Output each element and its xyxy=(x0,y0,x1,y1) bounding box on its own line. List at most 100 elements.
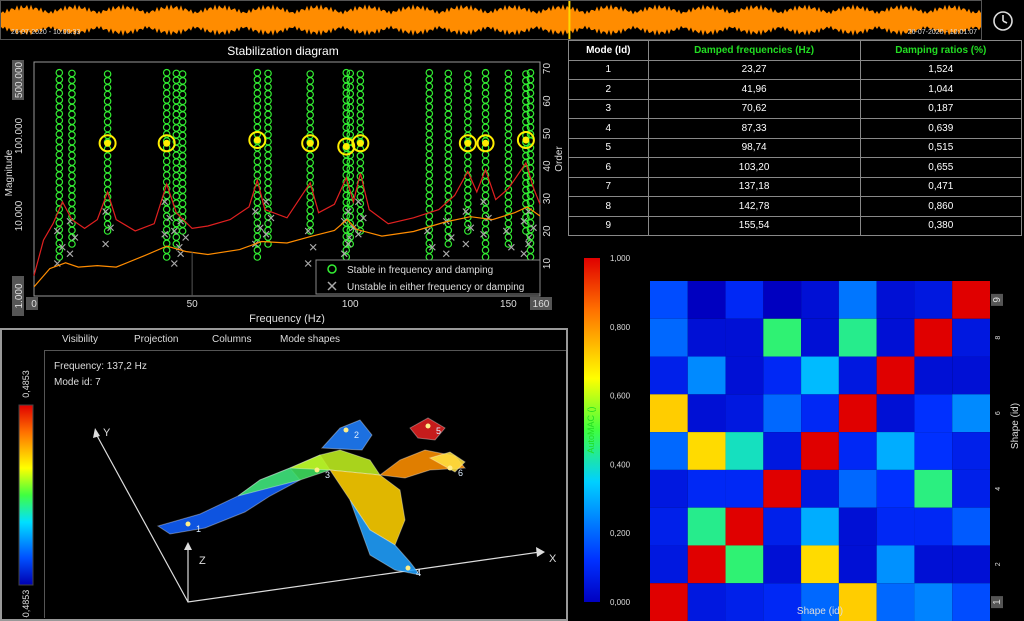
table-row[interactable]: 5 98,74 0,515 xyxy=(568,137,1023,158)
y-tick-label: 9 xyxy=(992,297,1003,303)
legend-unstable-icon xyxy=(327,281,337,291)
cell-damping-ratio: 0,860 xyxy=(859,196,1023,217)
automac-cell xyxy=(838,281,877,319)
table-row[interactable]: 3 70,62 0,187 xyxy=(568,98,1023,119)
automac-cell xyxy=(838,432,877,470)
y-tick: 9 xyxy=(991,293,1003,306)
stable-pole-column xyxy=(442,69,455,258)
automac-cell xyxy=(725,469,764,508)
selected-mode-marker xyxy=(337,137,356,156)
table-row[interactable]: 1 23,27 1,524 xyxy=(568,59,1023,80)
automac-chart[interactable]: 0,000 0,200 0,400 0,600 0,800 1,000 AutoMAC ()… xyxy=(580,250,1024,621)
unstable-pole-marker xyxy=(485,214,492,222)
mode-node-marker xyxy=(185,521,191,527)
unstable-pole-marker xyxy=(442,250,450,258)
stable-pole-marker xyxy=(103,70,112,78)
automac-cell xyxy=(801,507,839,546)
selected-mode-dot xyxy=(342,143,350,150)
mode-id-label: Mode id: 7 xyxy=(54,377,101,388)
stable-pole-marker xyxy=(425,68,434,77)
unstable-pole-marker xyxy=(525,240,532,248)
automac-cell xyxy=(687,318,726,357)
y-tick-label: 6 xyxy=(995,411,1002,415)
automac-cell xyxy=(763,394,802,433)
cell-damped-frequency: 137,18 xyxy=(647,176,861,197)
cell-damped-frequency: 70,62 xyxy=(647,98,861,119)
unstable-pole-marker xyxy=(344,208,352,215)
y-tick-label: 8 xyxy=(995,336,1002,340)
selected-mode-ring xyxy=(476,134,495,153)
table-row[interactable]: 4 87,33 0,639 xyxy=(568,118,1023,139)
mode-shape-3d-view[interactable]: 0,4853 -0,4853 Z X Y 1 2 3 4 5 6 xyxy=(0,350,566,618)
mode-node-marker xyxy=(447,465,453,471)
cell-mode-id: 3 xyxy=(568,98,649,119)
menu-visibility[interactable]: Visibility xyxy=(62,334,98,345)
selected-mode-marker xyxy=(458,134,477,153)
table-row[interactable]: 9 155,54 0,380 xyxy=(568,215,1023,236)
unstable-pole-marker xyxy=(467,224,475,232)
unstable-pole-marker xyxy=(462,208,470,215)
automac-cell xyxy=(914,356,953,395)
cell-mode-id: 5 xyxy=(568,137,649,158)
stable-pole-marker xyxy=(522,70,530,78)
selected-mode-marker xyxy=(476,134,495,153)
stable-pole-marker xyxy=(68,69,76,78)
table-row[interactable]: 8 142,78 0,860 xyxy=(568,196,1023,217)
colorbar-min-label: -0,4853 xyxy=(21,590,31,618)
automac-cell xyxy=(838,583,877,621)
selected-mode-dot xyxy=(482,139,490,147)
mode-shape-mesh-patch xyxy=(428,451,466,473)
unstable-pole-marker xyxy=(161,198,169,206)
cell-damping-ratio: 1,524 xyxy=(859,59,1023,80)
unstable-pole-marker xyxy=(102,240,110,248)
clock-icon[interactable] xyxy=(990,8,1016,34)
mode-shape-mesh-patch xyxy=(320,419,373,451)
unstable-pole-marker xyxy=(304,227,312,235)
cell-damped-frequency: 103,20 xyxy=(647,157,861,178)
selected-mode-dot xyxy=(104,139,112,147)
stable-pole-marker xyxy=(55,68,64,77)
legend-box xyxy=(315,259,541,295)
automac-cell xyxy=(914,583,953,621)
automac-cell xyxy=(801,432,839,470)
automac-cell xyxy=(914,507,953,546)
cell-mode-id: 8 xyxy=(568,196,649,217)
selected-mode-dot xyxy=(253,136,261,144)
selected-mode-dot xyxy=(464,139,472,147)
waveform-plot xyxy=(1,1,981,39)
selected-mode-dot xyxy=(522,136,530,144)
cell-mode-id: 1 xyxy=(568,59,649,80)
stable-pole-marker xyxy=(481,68,490,77)
stabilization-diagram[interactable]: 0 50 100 150 160 Frequency (Hz) 1.000 10.000 100… xyxy=(0,44,566,324)
menu-projection[interactable]: Projection xyxy=(134,334,179,345)
mode-shape-viewport[interactable] xyxy=(44,350,566,618)
y-tick-box xyxy=(12,60,24,100)
table-row[interactable]: 7 137,18 0,471 xyxy=(568,176,1023,197)
table-row[interactable]: 2 41,96 1,044 xyxy=(568,79,1023,100)
stable-pole-marker xyxy=(504,69,513,78)
menu-columns[interactable]: Columns xyxy=(212,334,252,345)
menu-mode-shapes[interactable]: Mode shapes xyxy=(280,334,341,345)
selected-mode-marker xyxy=(98,134,117,153)
selected-mode-dot xyxy=(306,139,314,147)
timeline-end-time: 26-07-2020 - 10:01:07 xyxy=(907,29,977,36)
stable-pole-marker xyxy=(464,70,472,78)
colorbar-axis-label: AutoMAC () xyxy=(586,406,596,453)
y-tick-left: 10.000 xyxy=(14,200,25,231)
unstable-pole-marker xyxy=(480,230,487,238)
selected-mode-ring xyxy=(458,134,477,153)
x-tick-label: 50 xyxy=(187,299,199,310)
automac-cell xyxy=(650,583,688,621)
stable-pole-column xyxy=(520,70,533,258)
axis-y-arrow xyxy=(93,428,100,438)
automac-cell xyxy=(801,356,839,395)
automac-cell xyxy=(763,318,802,357)
automac-cell xyxy=(763,281,802,319)
y-tick-label: 1 xyxy=(992,599,1003,605)
mode-shape-panel[interactable] xyxy=(0,328,568,621)
table-row[interactable]: 6 103,20 0,655 xyxy=(568,157,1023,178)
mode-colorbar xyxy=(18,404,34,586)
cell-damped-frequency: 87,33 xyxy=(647,118,861,139)
selected-mode-marker xyxy=(248,131,267,149)
timeline-waveform[interactable]: 26-07-2020 - 10:00:33 26-07-2020 - 10:01… xyxy=(0,0,982,40)
